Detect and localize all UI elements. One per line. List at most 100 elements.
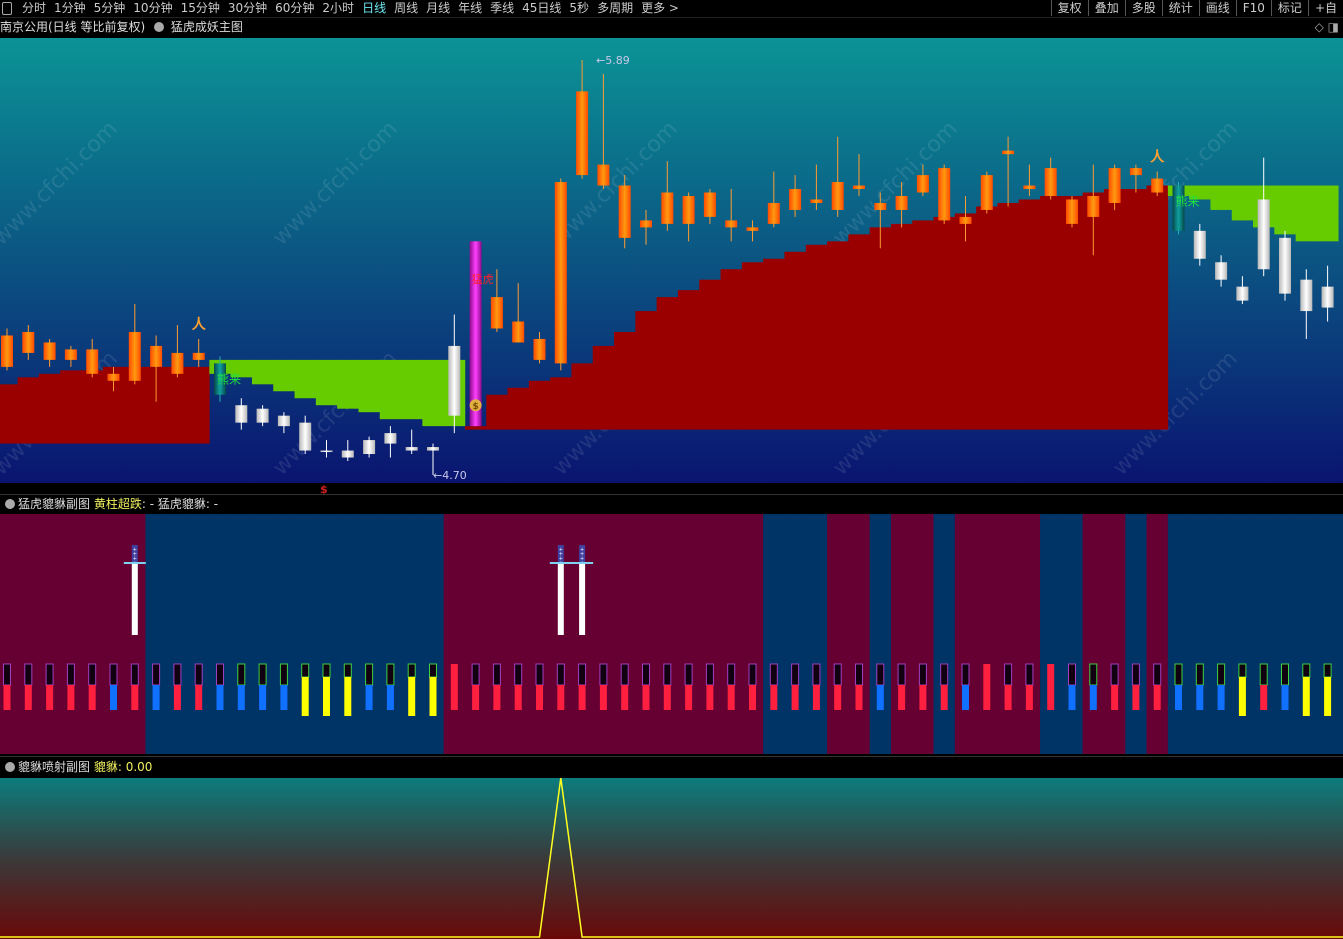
sub-chart-2[interactable]: [0, 778, 1343, 939]
bar-top-box: [429, 663, 437, 678]
sub1-background-band: [1189, 514, 1211, 754]
main-kline-chart[interactable]: www.cfchi.com www.cfchi.com www.cfchi.com w…: [0, 38, 1343, 484]
indicator-dropdown-icon[interactable]: [5, 762, 15, 772]
candle-body: [1066, 199, 1078, 224]
sub1-background-band: [1040, 514, 1062, 754]
candle: [1172, 182, 1185, 235]
period-tab[interactable]: 2小时: [322, 1, 355, 15]
period-tab[interactable]: 年线: [458, 1, 483, 15]
sub1-title[interactable]: 猛虎貔貅副图: [18, 497, 91, 511]
sub1-background-band: [933, 514, 956, 754]
candle: [384, 426, 397, 458]
bar-top-box: [1174, 663, 1183, 686]
candle-body: [661, 192, 674, 224]
toolbar-button[interactable]: 复权: [1050, 0, 1088, 16]
candle-body: [853, 185, 865, 190]
sword-hilt-pattern: +: [559, 547, 563, 553]
toolbar-button[interactable]: 标记: [1270, 0, 1308, 16]
toolbar-button[interactable]: 统计: [1161, 0, 1199, 16]
period-tab[interactable]: 60分钟: [275, 1, 315, 15]
indicator-dropdown-icon[interactable]: [154, 22, 165, 32]
sub1-background-band: [741, 514, 764, 754]
sub2-title[interactable]: 貔貅喷射副图: [18, 760, 91, 774]
period-tab[interactable]: 月线: [426, 1, 451, 15]
sub1-bar: [88, 663, 97, 710]
bar-top-box: [1131, 663, 1140, 686]
sub1-bar: [194, 663, 203, 710]
bar-fill: [1281, 685, 1289, 710]
main-indicator-name[interactable]: 猛虎成妖主图: [170, 20, 243, 34]
panel-toggle-icon[interactable]: [2, 2, 12, 15]
candle: [1108, 164, 1121, 210]
period-tab[interactable]: 10分钟: [133, 1, 173, 15]
toolbar-button[interactable]: 多股: [1124, 0, 1162, 16]
bar-top-box: [748, 663, 757, 686]
diamond-icon[interactable]: ◇: [1314, 20, 1324, 34]
toolbar-button[interactable]: +自: [1307, 0, 1343, 16]
period-tab[interactable]: 15分钟: [180, 1, 220, 15]
period-tab[interactable]: 45日线: [522, 1, 562, 15]
bar-top-box: [365, 663, 374, 686]
bar-fill: [940, 685, 948, 710]
candle-body: [469, 241, 482, 427]
toolbar-button[interactable]: 叠加: [1087, 0, 1125, 16]
candle-body: [959, 216, 972, 224]
sub1-value-pixiu: : -: [205, 497, 219, 511]
period-tab[interactable]: 季线: [490, 1, 515, 15]
red-band-segment: [528, 380, 551, 430]
sub1-background-band: [358, 514, 381, 754]
sub-chart-1[interactable]: ++++++++++++: [0, 514, 1343, 754]
sub1-background-band: [145, 514, 168, 754]
sub1-background-band: [38, 514, 61, 754]
period-tab[interactable]: 周线: [394, 1, 419, 15]
chart-separator: $: [0, 483, 1343, 494]
candle-body: [448, 345, 461, 416]
candle-body: [1023, 185, 1036, 190]
period-tab[interactable]: 5分钟: [93, 1, 126, 15]
red-band-segment: [1082, 192, 1105, 430]
candle: [64, 345, 77, 367]
bar-fill: [1132, 685, 1140, 710]
red-band-segment: [890, 223, 913, 430]
sword-hilt-pattern: +: [580, 547, 584, 553]
bar-fill: [323, 677, 330, 716]
sub1-bar: [407, 663, 416, 716]
sub1-bar: [642, 663, 650, 710]
red-band-segment: [976, 206, 998, 430]
period-tab[interactable]: 30分钟: [227, 1, 268, 15]
toolbar-button[interactable]: F10: [1235, 0, 1271, 16]
period-tab[interactable]: 分时: [22, 1, 47, 15]
solid-red-bar: [983, 664, 991, 710]
indicator-dropdown-icon[interactable]: [5, 499, 15, 509]
candle: [1087, 164, 1100, 256]
bar-fill: [812, 685, 820, 710]
sub1-bar: [258, 663, 267, 710]
candle: [980, 171, 993, 214]
candle: [703, 189, 716, 224]
sub1-background-band: [997, 514, 1020, 754]
sub-chart-1-header: 猛虎貔貅副图 黄柱超跌: - 猛虎貔貅: -: [0, 494, 1343, 514]
bar-top-box: [1089, 663, 1098, 686]
candle: [597, 73, 610, 190]
bar-fill: [1238, 677, 1246, 716]
bar-top-box: [1281, 663, 1289, 686]
sub1-bar: [237, 663, 246, 710]
sub1-background-band: [1210, 514, 1233, 754]
bar-top-box: [322, 663, 331, 678]
bar-fill: [429, 677, 437, 716]
period-tab[interactable]: 1分钟: [54, 1, 86, 15]
sub1-bar: [918, 663, 927, 710]
bar-fill: [791, 685, 799, 710]
period-tab[interactable]: 更多 >: [641, 1, 679, 15]
candle-body: [597, 164, 610, 186]
candle-body: [427, 447, 439, 451]
sub1-label-oversold: 黄柱超跌: [93, 497, 142, 511]
window-toggle-icon[interactable]: ◨: [1327, 20, 1339, 34]
bar-fill: [1025, 685, 1033, 710]
period-tab[interactable]: 日线: [362, 1, 387, 15]
sub1-bar: [24, 663, 33, 710]
sub1-bar: [429, 663, 437, 716]
period-tab[interactable]: 多周期: [597, 1, 634, 15]
toolbar-button[interactable]: 画线: [1198, 0, 1236, 16]
period-tab[interactable]: 5秒: [569, 1, 590, 15]
